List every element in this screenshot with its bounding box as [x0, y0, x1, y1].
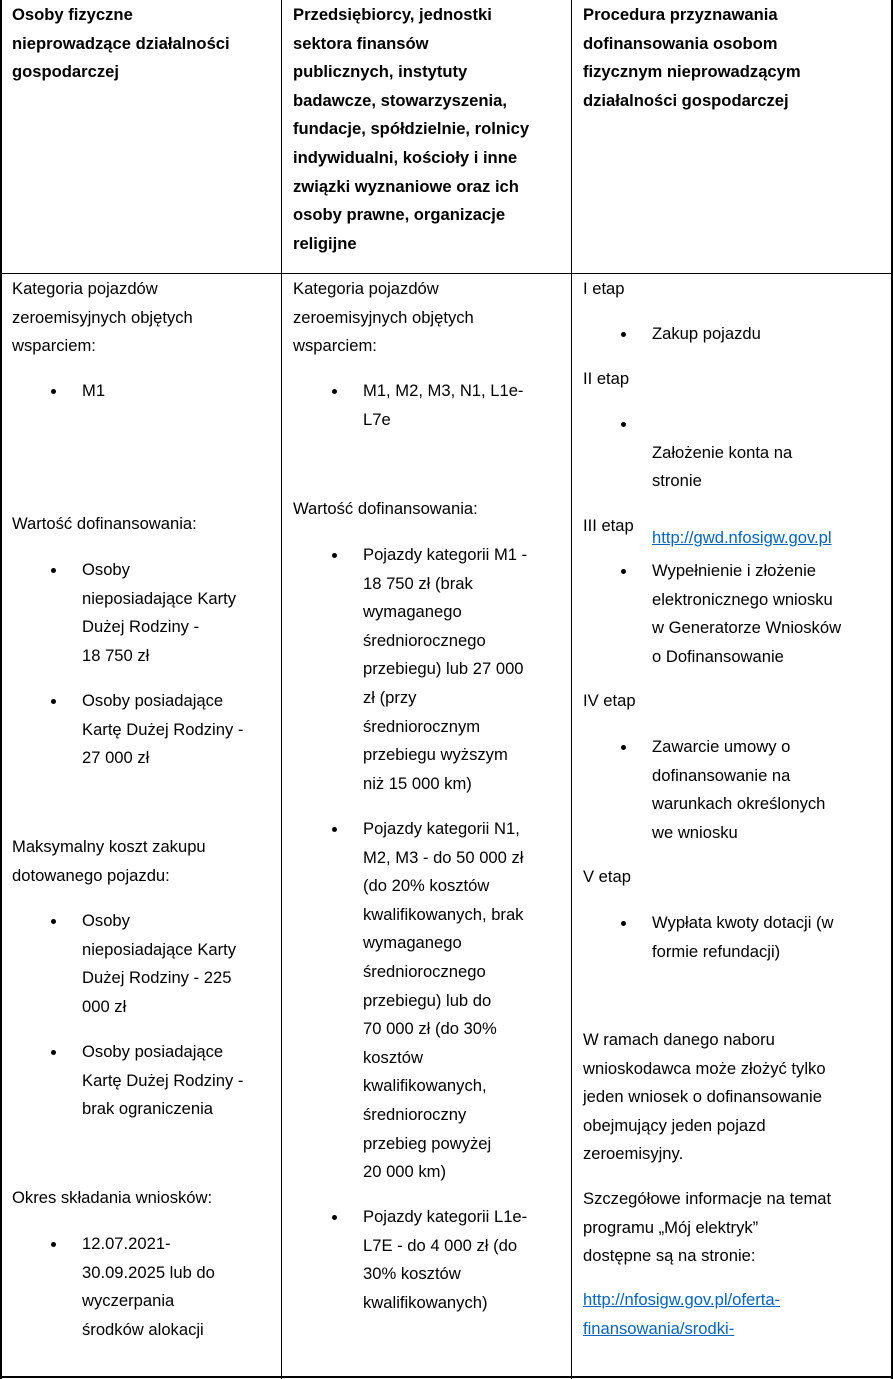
- stage-label: II etap: [583, 369, 630, 388]
- list-item: Pojazdy kategorii M1 - 18 750 zł (brak w…: [331, 541, 527, 798]
- list-item: M1: [50, 377, 105, 406]
- list-item: Wypłata kwoty dotacji (w formie refundac…: [621, 909, 834, 966]
- border-bottom: [0, 1376, 893, 1378]
- header-individuals: Osoby fizyczne nieprowadzące działalnośc…: [12, 5, 230, 82]
- list-item: M1, M2, M3, N1, L1e- L7e: [331, 377, 523, 434]
- stage-label: V etap: [583, 867, 631, 886]
- list-item: Zakup pojazdu: [621, 320, 761, 349]
- gwd-link[interactable]: http://gwd.nfosigw.gov.pl: [652, 528, 832, 548]
- col2-category-label: Kategoria pojazdów zeroemisyjnych objęty…: [293, 279, 474, 356]
- header-procedure: Procedura przyznawania dofinansowania os…: [583, 5, 801, 110]
- list-item: Osoby posiadające Kartę Dużej Rodziny - …: [50, 1038, 243, 1124]
- list-item-text: Założenie konta na stronie: [652, 442, 793, 491]
- list-item: 12.07.2021- 30.09.2025 lub do wyczerpani…: [51, 1230, 215, 1344]
- header-businesses: Przedsiębiorcy, jednostki sektora finans…: [293, 5, 530, 253]
- col1-funding-label: Wartość dofinansowania:: [12, 514, 197, 533]
- border-col1: [281, 0, 282, 1379]
- list-item: Zawarcie umowy o dofinansowanie na warun…: [620, 733, 825, 847]
- col1-category-label: Kategoria pojazdów zeroemisyjnych objęty…: [12, 279, 193, 356]
- list-item: Pojazdy kategorii N1, M2, M3 - do 50 000…: [332, 815, 524, 1187]
- border-header: [0, 273, 893, 274]
- stage-label: III etap: [583, 516, 634, 535]
- application-note: W ramach danego naboru wnioskodawca może…: [583, 1030, 826, 1164]
- stage-label: IV etap: [583, 691, 636, 710]
- list-item: Pojazdy kategorii L1e- L7E - do 4 000 zł…: [331, 1203, 527, 1317]
- border-right: [891, 0, 893, 1379]
- info-text: Szczegółowe informacje na temat programu…: [583, 1189, 832, 1266]
- col1-period-label: Okres składania wniosków:: [12, 1188, 213, 1207]
- program-info-link[interactable]: http://nfosigw.gov.pl/oferta- finansowan…: [583, 1290, 781, 1338]
- border-left: [0, 0, 2, 1379]
- border-col2: [571, 0, 572, 1379]
- list-item: Osoby nieposiadające Karty Dużej Rodziny…: [50, 556, 236, 670]
- list-item: Osoby nieposiadające Karty Dużej Rodziny…: [50, 907, 236, 1021]
- list-item: Wypełnienie i złożenie elektronicznego w…: [620, 557, 841, 671]
- stage-label: I etap: [583, 279, 625, 298]
- list-item: Osoby posiadające Kartę Dużej Rodziny - …: [50, 687, 243, 773]
- list-item: Założenie konta na stronie http://gwd.nf…: [621, 410, 832, 553]
- col2-funding-label: Wartość dofinansowania:: [293, 499, 478, 518]
- col1-max-cost-label: Maksymalny koszt zakupu dotowanego pojaz…: [12, 837, 206, 885]
